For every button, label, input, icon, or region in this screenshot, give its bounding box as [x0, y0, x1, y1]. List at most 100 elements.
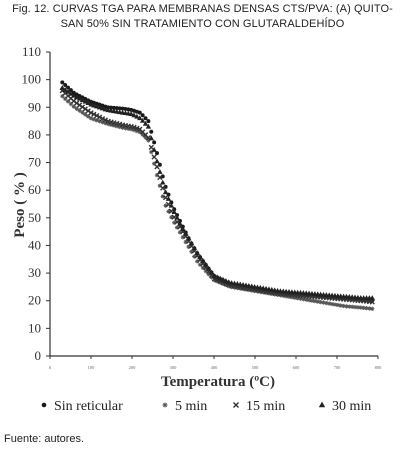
- x-ticks: 0 100 200 300 400 500 600 700 800: [49, 356, 382, 370]
- data-point: [172, 220, 177, 225]
- data-point: [71, 92, 77, 98]
- data-point: [145, 123, 152, 129]
- data-point: [174, 225, 180, 230]
- legend-item: Sin reticular: [41, 399, 123, 414]
- data-point: [369, 295, 375, 300]
- data-point: [203, 268, 208, 274]
- data-point: [131, 127, 137, 133]
- data-point: [215, 279, 220, 284]
- data-point: [88, 116, 94, 121]
- data-point: [315, 299, 320, 304]
- data-point: [151, 146, 157, 152]
- data-point: [99, 115, 106, 122]
- y-tick-label: 10: [28, 320, 41, 335]
- data-point: [88, 101, 94, 107]
- x-tick-label: 200: [129, 365, 137, 370]
- data-point: [171, 209, 177, 214]
- data-point: [85, 100, 91, 106]
- data-point: [332, 302, 338, 307]
- data-point: [220, 281, 226, 286]
- data-point: [151, 161, 157, 166]
- data-point: [137, 110, 142, 115]
- y-tick-label: 60: [28, 182, 41, 197]
- data-point: [174, 214, 180, 220]
- legend-label: 5 min: [175, 399, 207, 414]
- data-point: [266, 291, 272, 296]
- data-point: [163, 203, 168, 208]
- data-point: [243, 287, 249, 292]
- data-point: [200, 258, 206, 263]
- data-point: [238, 286, 243, 291]
- data-point: [370, 306, 375, 311]
- data-point: [226, 284, 231, 289]
- data-point: [106, 121, 111, 127]
- legend-label: Sin reticular: [54, 399, 123, 414]
- data-point: [252, 288, 257, 294]
- data-point: [205, 265, 212, 271]
- caption-line-2: SAN 50% SIN TRATAMIENTO CON GLUTARALDEHÍ…: [60, 18, 345, 30]
- x-tick-label: 500: [252, 365, 260, 370]
- data-point: [82, 98, 88, 104]
- legend-item: 15 min: [232, 399, 285, 414]
- data-point: [188, 240, 195, 246]
- data-point: [139, 117, 146, 123]
- data-point: [155, 151, 159, 156]
- data-point: [177, 230, 183, 235]
- data-point: [137, 115, 143, 121]
- y-tick-label: 80: [28, 127, 41, 142]
- data-point: [197, 254, 203, 260]
- legend-item: 30 min: [318, 399, 371, 414]
- data-point: [281, 293, 286, 298]
- data-point: [114, 124, 119, 129]
- figure-source: Fuente: autores.: [4, 433, 85, 445]
- data-point: [111, 105, 116, 110]
- data-point: [162, 189, 169, 195]
- data-point: [142, 120, 149, 126]
- data-point: [304, 297, 309, 302]
- y-tick-label: 70: [28, 155, 41, 170]
- figure-caption: Fig. 12. CURVAS TGA PARA MEMBRANAS DENSA…: [0, 2, 405, 32]
- data-point: [59, 85, 65, 90]
- data-point: [160, 185, 166, 191]
- data-point: [60, 80, 65, 85]
- data-point: [240, 286, 246, 292]
- data-point: [246, 287, 252, 293]
- data-point: [157, 169, 163, 174]
- x-tick-label: 100: [88, 365, 96, 370]
- data-point: [223, 282, 229, 288]
- data-point: [200, 265, 206, 271]
- data-point: [191, 245, 198, 251]
- data-point: [269, 291, 274, 297]
- data-point: [126, 126, 131, 131]
- data-point: [149, 149, 154, 155]
- data-point: [255, 289, 260, 294]
- series-5-min: [60, 94, 375, 311]
- data-point: [229, 284, 234, 290]
- y-tick-label: 30: [28, 265, 41, 280]
- data-point: [68, 90, 74, 96]
- data-point: [272, 292, 277, 297]
- legend-marker: [162, 402, 168, 408]
- data-point: [85, 114, 91, 119]
- data-point: [220, 276, 226, 282]
- data-point: [364, 306, 369, 311]
- data-point: [137, 129, 142, 135]
- data-point: [66, 85, 71, 90]
- data-point: [97, 119, 102, 124]
- data-point: [206, 272, 211, 277]
- data-point: [352, 304, 358, 310]
- data-point: [309, 298, 315, 303]
- chart-axes: [49, 52, 378, 357]
- data-point: [77, 108, 82, 113]
- data-point: [329, 301, 335, 307]
- data-point: [96, 104, 103, 110]
- data-point: [103, 121, 108, 126]
- data-point: [94, 113, 100, 119]
- data-point: [134, 113, 140, 119]
- data-point: [146, 138, 151, 143]
- data-point: [71, 90, 76, 95]
- data-point: [91, 111, 97, 117]
- data-point: [76, 95, 83, 101]
- data-point: [73, 94, 80, 100]
- data-point: [195, 259, 200, 264]
